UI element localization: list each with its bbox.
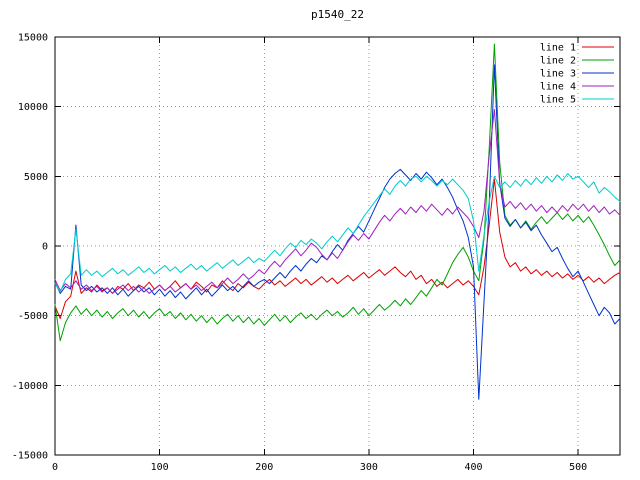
legend-label: line 2 xyxy=(540,56,576,67)
series-line-3 xyxy=(54,64,621,400)
y-tick-label: 0 xyxy=(42,242,48,253)
y-tick-label: 10000 xyxy=(18,102,48,113)
series-line-1 xyxy=(54,178,621,319)
y-tick-label: -15000 xyxy=(12,451,48,462)
x-tick-label: 400 xyxy=(464,462,482,473)
legend-label: line 1 xyxy=(540,43,576,54)
y-tick-label: -5000 xyxy=(18,311,48,322)
y-tick-label: 5000 xyxy=(24,172,48,183)
x-tick-label: 300 xyxy=(360,462,378,473)
chart-title: p1540_22 xyxy=(311,8,364,21)
y-tick-label: 15000 xyxy=(18,33,48,44)
x-tick-label: 100 xyxy=(151,462,169,473)
x-tick-label: 200 xyxy=(255,462,273,473)
legend-label: line 3 xyxy=(540,69,576,80)
y-tick-label: -10000 xyxy=(12,381,48,392)
legend-label: line 4 xyxy=(540,82,576,93)
legend-label: line 5 xyxy=(540,95,576,106)
series-line-2 xyxy=(54,43,621,342)
x-tick-label: 0 xyxy=(52,462,58,473)
series-line-5 xyxy=(54,173,621,293)
x-tick-label: 500 xyxy=(569,462,587,473)
series-line-4 xyxy=(54,109,621,294)
